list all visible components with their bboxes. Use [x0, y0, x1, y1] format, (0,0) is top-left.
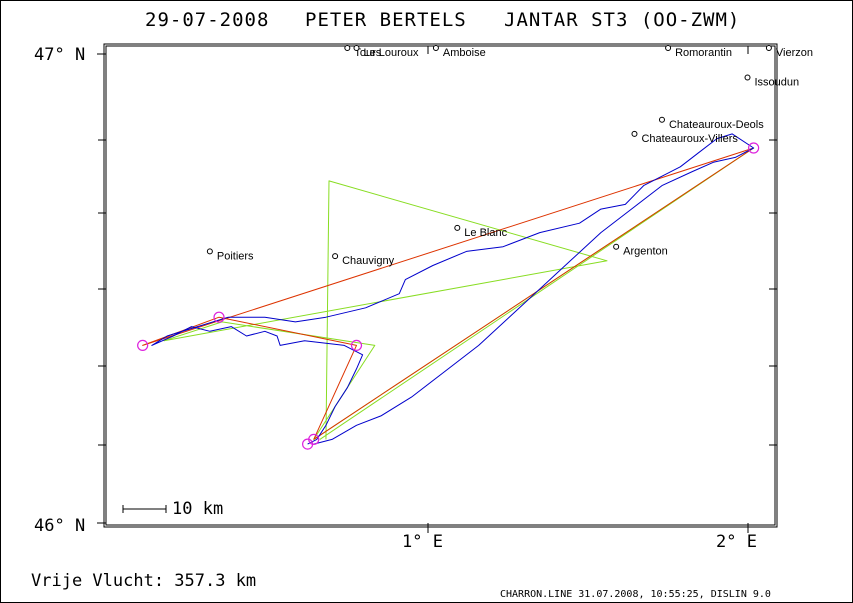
town-label: Chateauroux-Deols [669, 119, 764, 131]
gps-track-line [151, 133, 755, 445]
town-marker [765, 45, 772, 51]
town-marker [613, 243, 620, 250]
town-argenton: Argenton [613, 243, 668, 258]
town-label: Le Blanc [464, 227, 507, 239]
software-credit: CHARRON.LINE 31.07.2008, 10:55:25, DISLI… [500, 589, 771, 600]
town-marker [744, 74, 751, 81]
town-label: Tours [354, 47, 381, 59]
town-chateauroux-villers: Chateauroux-Villers [631, 130, 738, 145]
town-label: Argenton [623, 246, 668, 258]
town-label: Romorantin [675, 47, 732, 59]
town-marker [631, 130, 638, 137]
lon-label-2: 2° E [716, 532, 757, 552]
title-pilot: PETER BERTELS [305, 9, 467, 31]
scored-route-layer [142, 147, 755, 440]
turnpoint-marker-5 [302, 438, 314, 450]
town-issoudun: Issoudun [744, 74, 800, 89]
turnpoint-marker-6 [748, 142, 760, 154]
scale-bar-label: 10 km [172, 499, 223, 519]
town-amboise: Amboise [432, 45, 486, 59]
town-marker [332, 253, 339, 260]
town-label: Le Louroux [363, 47, 419, 59]
town-label: Chauvigny [342, 255, 394, 267]
scale-bar: 10 km [122, 499, 223, 519]
town-marker [206, 248, 213, 255]
town-romorantin: Romorantin [665, 45, 732, 59]
town-vierzon: Vierzon [765, 45, 813, 59]
gps-track-layer [151, 133, 755, 445]
lon-label-1: 1° E [402, 532, 443, 552]
lat-label-top: 47° N [34, 45, 85, 65]
declared-task-layer [163, 147, 755, 440]
town-label: Poitiers [217, 250, 254, 262]
town-marker [665, 45, 672, 51]
title-glider: JANTAR ST3 (OO-ZWM) [504, 9, 740, 31]
scored-route-line [142, 147, 755, 440]
plot-area-inner [105, 45, 776, 526]
turnpoint-marker-1 [137, 339, 149, 351]
title-date: 29-07-2008 [145, 9, 269, 31]
town-le-blanc: Le Blanc [454, 224, 508, 239]
town-marker [658, 116, 665, 123]
town-tours: Tours [344, 45, 382, 59]
town-label: Vierzon [776, 47, 813, 59]
turnpoint-marker-2 [213, 311, 225, 323]
town-marker [344, 45, 351, 51]
towns-layer: Amboise Romorantin Tours Vierzon Le Louroux I… [206, 45, 813, 267]
town-chateauroux-deols: Chateauroux-Deols [658, 116, 764, 131]
town-label: Amboise [443, 47, 486, 59]
town-label: Chateauroux-Villers [641, 133, 738, 145]
turnpoint-marker-3 [350, 339, 363, 351]
town-marker [353, 45, 360, 51]
plot-area [103, 43, 778, 528]
town-le-louroux: Le Louroux [353, 45, 419, 59]
turnpoint-layer [137, 142, 760, 450]
lat-label-bottom: 46° N [34, 516, 85, 536]
axis-ticks [97, 46, 777, 533]
town-poitiers: Poitiers [206, 248, 254, 262]
declared-task-line [163, 147, 755, 440]
town-marker [432, 45, 439, 51]
town-marker [454, 224, 461, 231]
town-chauvigny: Chauvigny [332, 253, 395, 267]
free-flight-distance: Vrije Vlucht: 357.3 km [31, 571, 256, 591]
town-label: Issoudun [755, 77, 800, 89]
